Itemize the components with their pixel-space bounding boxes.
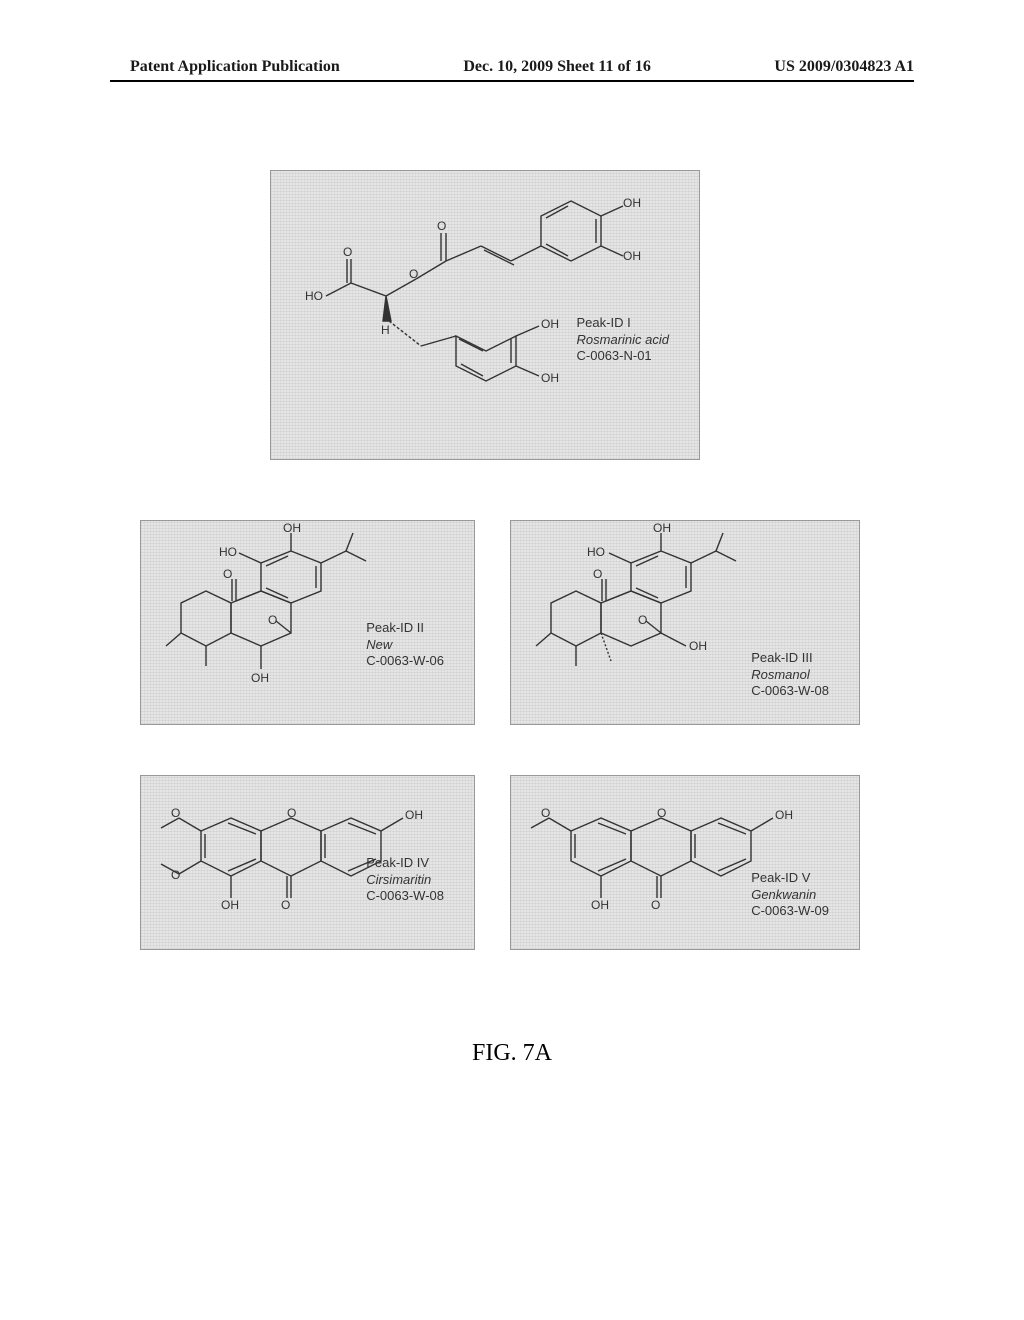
header-left: Patent Application Publication xyxy=(130,58,340,76)
panel-label: Peak-ID II New C-0063-W-06 xyxy=(366,620,444,669)
atom-label: O xyxy=(223,567,232,581)
atom-label: O xyxy=(593,567,602,581)
header-center: Dec. 10, 2009 Sheet 11 of 16 xyxy=(463,58,651,76)
atom-label: HO xyxy=(587,545,605,559)
peak-id: Peak-ID II xyxy=(366,620,444,636)
atom-label: HO xyxy=(219,545,237,559)
atom-label: OH xyxy=(541,371,559,385)
compound-name: Rosmarinic acid xyxy=(577,332,669,348)
panel-label: Peak-ID I Rosmarinic acid C-0063-N-01 xyxy=(577,315,669,364)
panel-rosmanol: OH HO O O OH Peak-ID III Rosmanol C-0063… xyxy=(510,520,860,725)
figure-caption: FIG. 7A xyxy=(0,1040,1024,1067)
atom-label: O xyxy=(343,245,352,259)
atom-label: OH xyxy=(689,639,707,653)
atom-label: OH xyxy=(623,196,641,210)
atom-label: OH xyxy=(283,521,301,535)
panel-genkwanin: OH O O OH O Peak-ID V Genkwanin C-0063-W… xyxy=(510,775,860,950)
atom-label: O xyxy=(409,267,418,281)
peak-id: Peak-ID V xyxy=(751,870,829,886)
page-header: Patent Application Publication Dec. 10, … xyxy=(0,58,1024,76)
compound-code: C-0063-W-09 xyxy=(751,903,829,919)
compound-name: Rosmanol xyxy=(751,667,829,683)
atom-label: O xyxy=(437,219,446,233)
atom-label: OH xyxy=(541,317,559,331)
compound-code: C-0063-W-06 xyxy=(366,653,444,669)
atom-label: OH xyxy=(775,808,793,822)
compound-code: C-0063-W-08 xyxy=(751,683,829,699)
panel-cirsimaritin: OH O O O OH O Peak-ID IV Cirsimaritin C-… xyxy=(140,775,475,950)
compound-name: Genkwanin xyxy=(751,887,829,903)
panel-label: Peak-ID IV Cirsimaritin C-0063-W-08 xyxy=(366,855,444,904)
structure-genkwanin xyxy=(511,776,860,950)
atom-label: HO xyxy=(305,289,323,303)
atom-label: OH xyxy=(221,898,239,912)
atom-label: O xyxy=(287,806,296,820)
atom-label: O xyxy=(541,806,550,820)
atom-label: OH xyxy=(251,671,269,685)
compound-code: C-0063-W-08 xyxy=(366,888,444,904)
panel-label: Peak-ID V Genkwanin C-0063-W-09 xyxy=(751,870,829,919)
atom-label: O xyxy=(651,898,660,912)
atom-label: OH xyxy=(405,808,423,822)
atom-label: O xyxy=(171,806,180,820)
panel-label: Peak-ID III Rosmanol C-0063-W-08 xyxy=(751,650,829,699)
atom-label: O xyxy=(638,613,647,627)
peak-id: Peak-ID I xyxy=(577,315,669,331)
header-rule xyxy=(110,80,914,82)
atom-label: H xyxy=(381,323,390,337)
atom-label: O xyxy=(657,806,666,820)
compound-name: New xyxy=(366,637,444,653)
atom-label: OH xyxy=(623,249,641,263)
compound-code: C-0063-N-01 xyxy=(577,348,669,364)
peak-id: Peak-ID III xyxy=(751,650,829,666)
atom-label: O xyxy=(268,613,277,627)
atom-label: OH xyxy=(591,898,609,912)
atom-label: O xyxy=(281,898,290,912)
atom-label: OH xyxy=(653,521,671,535)
panel-rosmarinic-acid: OH OH O O O HO H OH OH Peak-ID I Rosmari… xyxy=(270,170,700,460)
peak-id: Peak-ID IV xyxy=(366,855,444,871)
compound-name: Cirsimaritin xyxy=(366,872,444,888)
panel-new-compound: OH HO O O OH Peak-ID II New C-0063-W-06 xyxy=(140,520,475,725)
header-right: US 2009/0304823 A1 xyxy=(774,58,914,76)
atom-label: O xyxy=(171,868,180,882)
